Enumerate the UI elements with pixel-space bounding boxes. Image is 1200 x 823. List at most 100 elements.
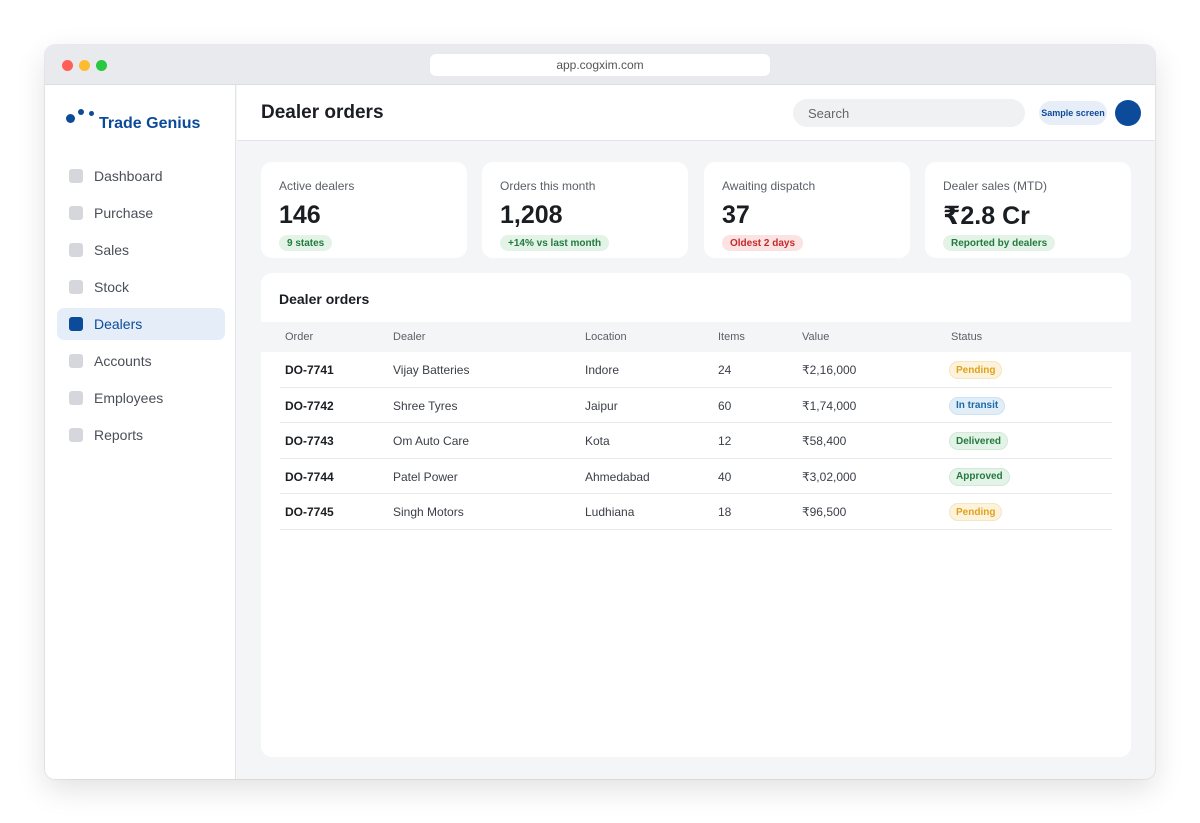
order-id: DO-7741 [285, 363, 334, 377]
browser-window: app.cogxim.com Trade Genius Dashboard Pu… [45, 45, 1155, 779]
sidebar-item-employees[interactable]: Employees [57, 382, 225, 414]
stat-pill: Oldest 2 days [722, 235, 804, 251]
stat-value: 146 [279, 201, 321, 229]
stat-label: Active dealers [279, 179, 355, 193]
table-row[interactable]: DO-7744 Patel Power Ahmedabad 40 ₹3,02,0… [280, 459, 1112, 494]
brand-name: Trade Genius [99, 115, 201, 132]
table-row[interactable]: DO-7741 Vijay Batteries Indore 24 ₹2,16,… [280, 352, 1112, 388]
order-value: ₹1,74,000 [802, 398, 857, 413]
dealers-icon [69, 317, 83, 331]
maximize-window-button[interactable] [96, 60, 107, 71]
search-input[interactable] [793, 99, 1025, 127]
sidebar: Trade Genius Dashboard Purchase Sales St… [45, 85, 236, 779]
location: Ahmedabad [585, 469, 650, 484]
sidebar-item-sales[interactable]: Sales [57, 234, 225, 266]
sidebar-item-dealers[interactable]: Dealers [57, 308, 225, 340]
sidebar-item-label: Dashboard [94, 168, 163, 184]
order-id: DO-7743 [285, 434, 334, 448]
location: Kota [585, 434, 610, 448]
order-value: ₹2,16,000 [802, 363, 857, 377]
table-row[interactable]: DO-7745 Singh Motors Ludhiana 18 ₹96,500… [280, 494, 1112, 530]
dealer-name: Vijay Batteries [393, 363, 470, 377]
sidebar-item-label: Purchase [94, 205, 154, 221]
sidebar-item-purchase[interactable]: Purchase [57, 197, 225, 229]
order-id: DO-7742 [285, 398, 334, 413]
sidebar-item-label: Dealers [94, 316, 143, 332]
table-row[interactable]: DO-7743 Om Auto Care Kota 12 ₹58,400 Del… [280, 423, 1112, 459]
table-header: Order Dealer Location Items Value Status [261, 322, 1131, 352]
status-badge: Approved [949, 467, 1010, 486]
sidebar-item-stock[interactable]: Stock [57, 271, 225, 303]
stat-value: 1,208 [500, 201, 563, 229]
sidebar-item-label: Employees [94, 390, 164, 406]
address-bar[interactable]: app.cogxim.com [430, 54, 770, 76]
items-count: 24 [718, 363, 732, 377]
items-count: 40 [718, 469, 732, 484]
browser-titlebar: app.cogxim.com [45, 45, 1155, 85]
close-window-button[interactable] [62, 60, 73, 71]
employees-icon [69, 391, 83, 405]
sidebar-item-label: Sales [94, 242, 130, 258]
stat-pill: +14% vs last month [500, 235, 610, 251]
status-badge: Pending [949, 503, 1003, 521]
order-value: ₹3,02,000 [802, 469, 857, 484]
stat-pill: Reported by dealers [943, 235, 1056, 251]
dealer-name: Shree Tyres [393, 398, 458, 413]
column-header-items: Items [718, 331, 745, 343]
column-header-status: Status [951, 331, 983, 343]
logo-icon [65, 107, 97, 127]
brand-logo[interactable]: Trade Genius [65, 107, 235, 137]
stock-icon [69, 280, 83, 294]
order-id: DO-7745 [285, 505, 334, 519]
stat-card-dealer-sales: Dealer sales (MTD) ₹2.8 Cr Reported by d… [925, 162, 1131, 258]
purchase-icon [69, 206, 83, 220]
sidebar-item-reports[interactable]: Reports [57, 419, 225, 451]
sidebar-item-label: Accounts [94, 353, 152, 369]
column-header-location: Location [585, 331, 627, 343]
status-badge: In transit [949, 396, 1006, 415]
order-value: ₹96,500 [802, 505, 847, 519]
stat-label: Orders this month [500, 179, 596, 193]
location: Jaipur [585, 398, 618, 413]
dashboard-icon [69, 169, 83, 183]
location: Ludhiana [585, 505, 635, 519]
column-header-order: Order [285, 331, 314, 343]
dealer-name: Patel Power [393, 469, 458, 484]
stat-label: Dealer sales (MTD) [943, 179, 1048, 193]
dealer-name: Singh Motors [393, 505, 464, 519]
items-count: 60 [718, 398, 732, 413]
sidebar-item-label: Stock [94, 279, 130, 295]
column-header-value: Value [802, 331, 830, 343]
stat-card-awaiting-dispatch: Awaiting dispatch 37 Oldest 2 days [704, 162, 910, 258]
status-badge: Pending [949, 361, 1003, 379]
status-badge: Delivered [949, 432, 1009, 450]
minimize-window-button[interactable] [79, 60, 90, 71]
accounts-icon [69, 354, 83, 368]
reports-icon [69, 428, 83, 442]
stat-card-orders-this-month: Orders this month 1,208 +14% vs last mon… [482, 162, 688, 258]
sidebar-item-accounts[interactable]: Accounts [57, 345, 225, 377]
page-title: Dealer orders [261, 102, 384, 123]
sample-screen-badge: Sample screen [1039, 101, 1107, 125]
stat-label: Awaiting dispatch [722, 179, 816, 193]
sidebar-item-dashboard[interactable]: Dashboard [57, 160, 225, 192]
sidebar-nav: Dashboard Purchase Sales Stock Dealers A… [57, 160, 225, 456]
items-count: 18 [718, 505, 732, 519]
sidebar-item-label: Reports [94, 427, 144, 443]
dealer-name: Om Auto Care [393, 434, 470, 448]
order-value: ₹58,400 [802, 434, 847, 448]
stat-value: 37 [722, 201, 750, 229]
avatar[interactable] [1115, 100, 1141, 126]
dealer-orders-card: Dealer orders Order Dealer Location Item… [261, 273, 1131, 757]
table-row[interactable]: DO-7742 Shree Tyres Jaipur 60 ₹1,74,000 … [280, 388, 1112, 423]
order-id: DO-7744 [285, 469, 334, 484]
items-count: 12 [718, 434, 732, 448]
card-title: Dealer orders [279, 291, 370, 307]
stat-pill: 9 states [279, 235, 333, 251]
stat-value: ₹2.8 Cr [943, 202, 1030, 230]
sales-icon [69, 243, 83, 257]
location: Indore [585, 363, 620, 377]
column-header-dealer: Dealer [393, 331, 426, 343]
page-header: Dealer orders Sample screen [237, 85, 1155, 141]
stat-card-active-dealers: Active dealers 146 9 states [261, 162, 467, 258]
